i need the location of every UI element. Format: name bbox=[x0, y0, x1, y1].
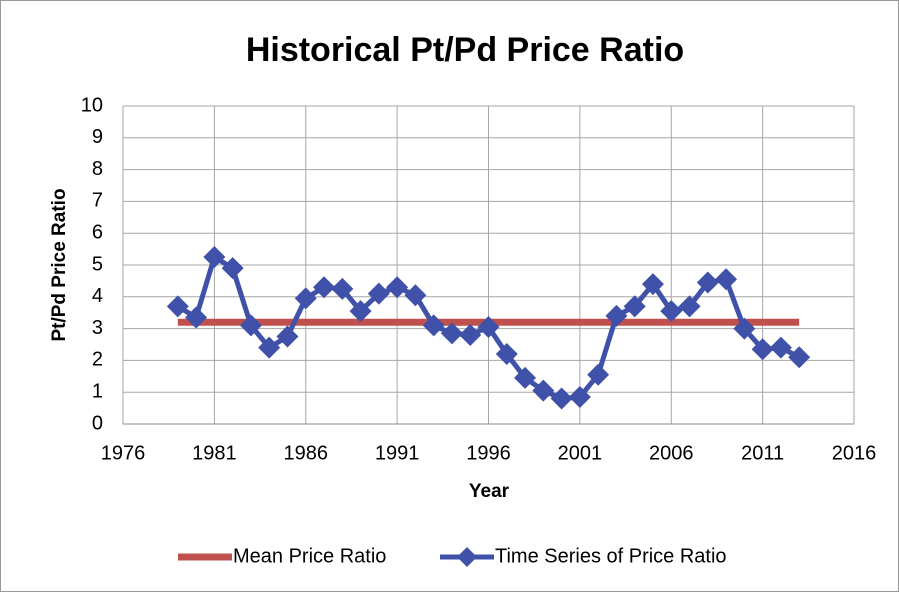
data-point bbox=[459, 323, 482, 346]
data-point bbox=[349, 300, 372, 323]
data-point bbox=[477, 316, 500, 339]
legend-label: Mean Price Ratio bbox=[233, 545, 386, 567]
x-axis-label: Year bbox=[469, 481, 510, 502]
y-tick-label: 4 bbox=[92, 285, 103, 307]
x-tick-label: 1976 bbox=[101, 442, 146, 464]
y-tick-label: 8 bbox=[92, 158, 103, 180]
y-tick-label: 2 bbox=[92, 349, 103, 371]
data-point bbox=[532, 379, 555, 402]
data-point bbox=[367, 282, 390, 305]
legend-marker bbox=[457, 547, 477, 567]
data-point bbox=[715, 268, 738, 291]
data-point bbox=[185, 306, 208, 329]
x-tick-label: 2011 bbox=[741, 442, 784, 464]
y-tick-label: 5 bbox=[92, 253, 103, 275]
y-tick-label: 7 bbox=[92, 190, 103, 212]
y-axis-label: Pt/Pd Price Ratio bbox=[49, 188, 70, 341]
data-point bbox=[276, 325, 299, 348]
y-tick-label: 9 bbox=[92, 126, 103, 148]
data-point bbox=[440, 322, 463, 345]
data-point bbox=[331, 277, 354, 300]
data-point bbox=[514, 366, 537, 389]
x-tick-label: 1986 bbox=[284, 442, 329, 464]
data-point bbox=[313, 276, 336, 299]
data-point bbox=[751, 338, 774, 361]
data-point bbox=[422, 314, 445, 337]
data-point bbox=[495, 343, 518, 366]
x-tick-label: 2001 bbox=[558, 442, 603, 464]
y-tick-label: 1 bbox=[92, 380, 103, 402]
data-point bbox=[733, 317, 756, 340]
data-point bbox=[678, 295, 701, 318]
data-point bbox=[258, 336, 281, 359]
data-point bbox=[660, 300, 683, 323]
x-tick-label: 1996 bbox=[466, 442, 511, 464]
data-point bbox=[568, 385, 591, 408]
x-tick-label: 2016 bbox=[832, 442, 877, 464]
x-tick-label: 1981 bbox=[192, 442, 237, 464]
data-point bbox=[203, 246, 226, 269]
x-tick-label: 2006 bbox=[649, 442, 694, 464]
y-tick-label: 6 bbox=[92, 221, 103, 243]
legend-label: Time Series of Price Ratio bbox=[495, 545, 727, 567]
data-point bbox=[641, 273, 664, 296]
data-point bbox=[605, 304, 628, 327]
data-point bbox=[788, 346, 811, 369]
x-tick-label: 1991 bbox=[375, 442, 420, 464]
y-tick-label: 3 bbox=[92, 317, 103, 339]
data-point bbox=[239, 314, 262, 337]
y-tick-label: 10 bbox=[81, 94, 103, 116]
data-point bbox=[623, 295, 646, 318]
data-point bbox=[166, 295, 189, 318]
data-point bbox=[550, 387, 573, 410]
y-tick-label: 0 bbox=[92, 412, 103, 434]
data-point bbox=[769, 336, 792, 359]
data-point bbox=[404, 284, 427, 307]
data-point bbox=[294, 287, 317, 310]
data-point bbox=[221, 257, 244, 280]
data-point bbox=[696, 271, 719, 294]
data-point bbox=[587, 363, 610, 386]
data-point bbox=[386, 276, 409, 299]
chart-title: Historical Pt/Pd Price Ratio bbox=[246, 31, 684, 69]
